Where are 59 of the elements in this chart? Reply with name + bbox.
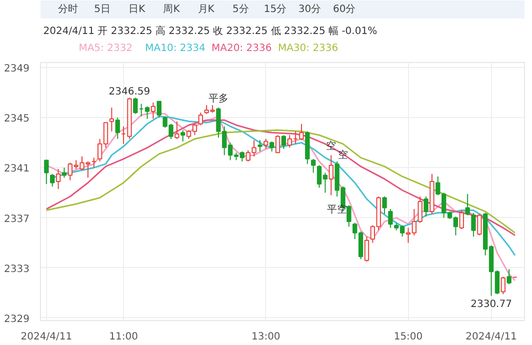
candlestick <box>133 97 138 114</box>
annotation: 平空 <box>327 204 348 216</box>
text: 60分 <box>333 3 356 15</box>
y-tick-label: 2341 <box>4 164 30 175</box>
candlestick <box>471 212 476 238</box>
candlestick <box>382 196 387 215</box>
text: MA10: 2334 <box>145 43 206 54</box>
candlestick <box>50 173 55 187</box>
chart-subtitle: 2024/4/11 开 2332.25 高 2332.25 收 2332.25 低 2332.25 幅 -0.01% <box>43 25 378 37</box>
text: MA20: 2336 <box>212 43 272 54</box>
candlestick <box>109 107 114 132</box>
x-tick-label: 15:00 <box>394 332 423 342</box>
candlestick <box>269 140 274 152</box>
x-tick-label: 2024/4/11 <box>466 332 517 342</box>
y-tick-label: 2345 <box>4 114 30 125</box>
y-tick-label: 2333 <box>4 264 30 275</box>
candlestick <box>174 120 180 140</box>
candlestick <box>500 276 506 295</box>
candlestick <box>364 236 370 262</box>
candlestick <box>388 208 393 228</box>
candlestick <box>62 167 67 178</box>
candlestick <box>150 102 156 120</box>
text: 5日 <box>94 4 111 15</box>
candlestick <box>144 106 150 120</box>
candlestick <box>459 210 464 230</box>
candlestick <box>115 117 120 140</box>
text: 日K <box>128 4 146 15</box>
annotation: 平多 <box>208 92 228 105</box>
candlestick <box>180 130 186 142</box>
candlestick <box>198 112 203 126</box>
candlestick <box>506 268 512 285</box>
text: 15分 <box>264 3 287 15</box>
text: 月K <box>198 4 215 15</box>
candlestick <box>477 214 482 236</box>
x-tick-label: 13:00 <box>251 332 280 342</box>
x-tick-label: 11:00 <box>109 332 138 342</box>
candlestick <box>275 134 280 154</box>
candlestick <box>465 194 470 216</box>
y-tick-label: 2349 <box>4 64 30 75</box>
text: MA5: 2332 <box>78 43 133 54</box>
text: 5分 <box>232 3 249 15</box>
annotation: 2330.77 <box>470 298 512 310</box>
candlestick <box>424 196 428 218</box>
text: MA30: 2336 <box>278 43 338 54</box>
candlestick <box>311 158 316 174</box>
y-tick-label: 2329 <box>4 314 30 325</box>
candlestick <box>281 134 286 150</box>
text: 周K <box>163 4 180 15</box>
text: 30分 <box>298 3 322 15</box>
candlestick <box>264 138 268 150</box>
text: 分时 <box>58 3 78 15</box>
candlestick <box>44 160 49 184</box>
y-tick-label: 2337 <box>4 214 30 225</box>
candlestick <box>156 100 162 118</box>
x-tick-label: 2024/4/11 <box>20 332 72 342</box>
candlestick <box>328 154 334 196</box>
annotation: 2346.59 <box>108 86 150 98</box>
candlestick <box>56 168 61 190</box>
candlestick <box>258 140 262 152</box>
